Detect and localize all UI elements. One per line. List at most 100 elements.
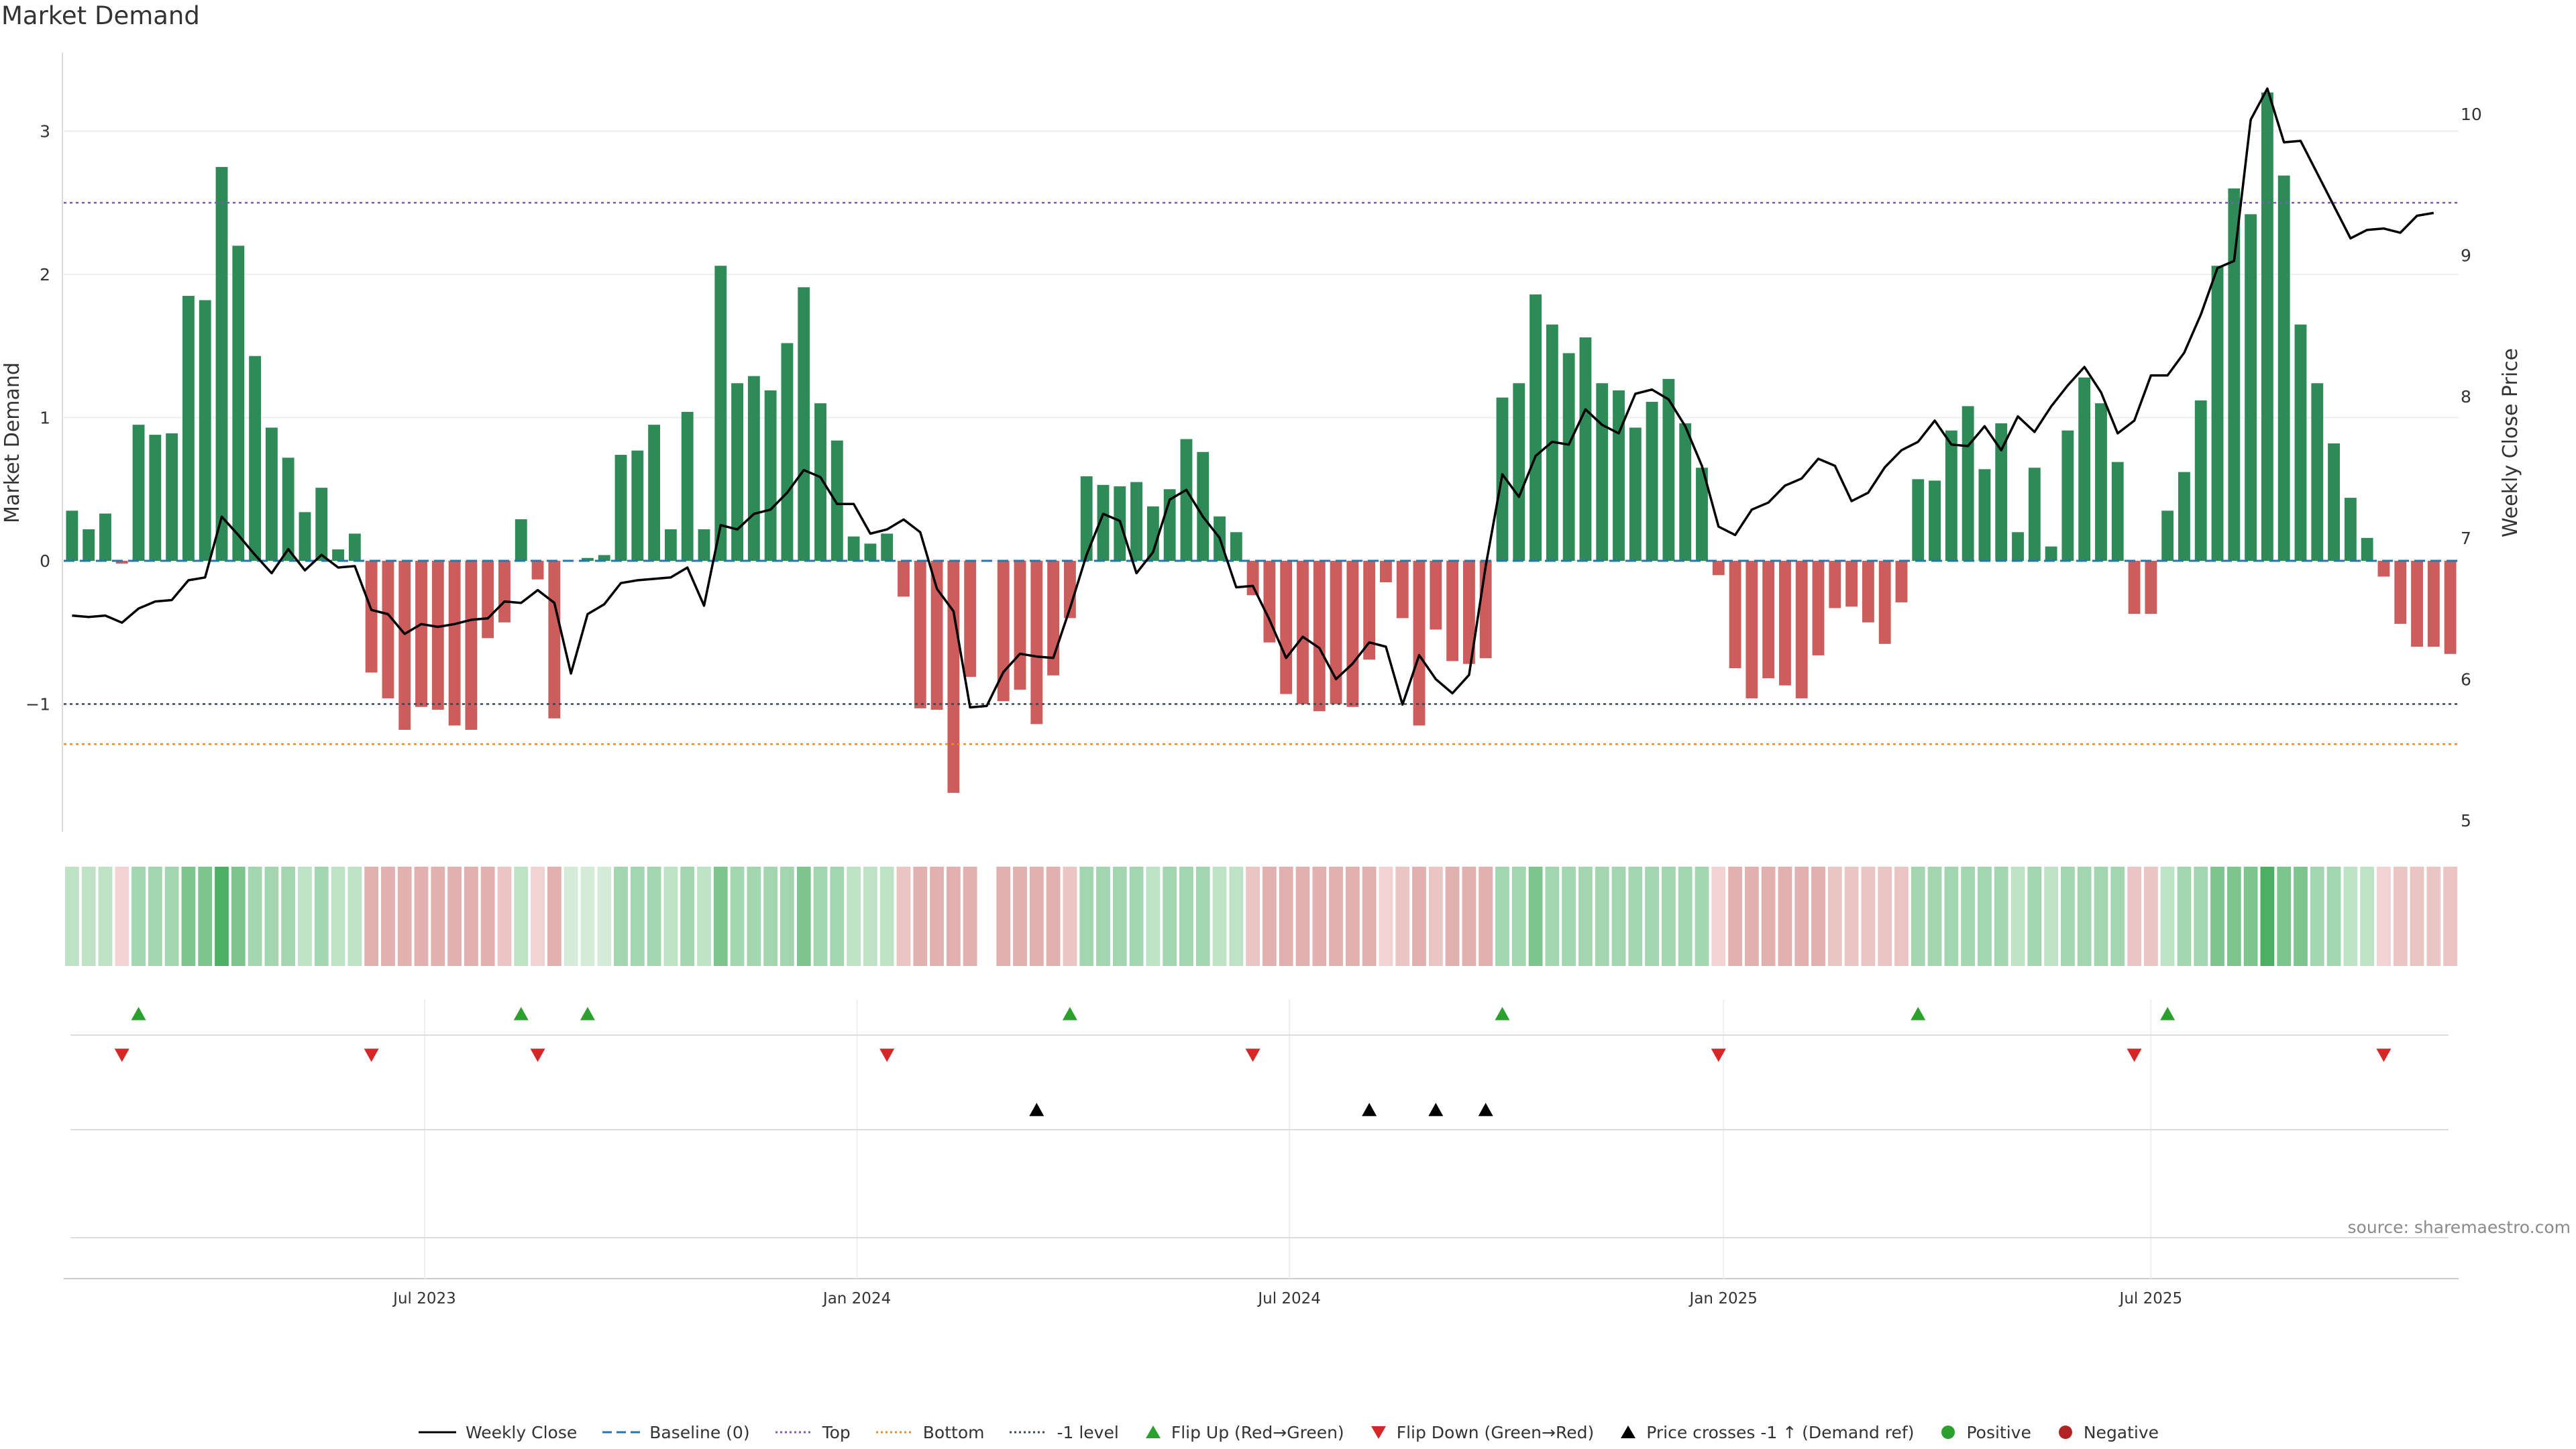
y-left-tick-label: 1 xyxy=(40,409,50,428)
legend-swatch xyxy=(1941,1426,1955,1439)
intensity-cell xyxy=(680,867,695,966)
demand-bar xyxy=(1446,561,1459,661)
demand-bar xyxy=(2427,561,2440,647)
demand-bar xyxy=(249,356,262,561)
intensity-cell xyxy=(531,867,545,966)
flip-up-marker xyxy=(513,1007,529,1020)
intensity-cell xyxy=(2443,867,2457,966)
y-left-tick-label: −1 xyxy=(25,695,50,714)
intensity-cell xyxy=(331,867,345,966)
intensity-cell xyxy=(597,867,612,966)
legend-label: Weekly Close xyxy=(465,1422,578,1442)
intensity-cell xyxy=(1445,867,1460,966)
y-left-tick-label: 3 xyxy=(40,122,50,142)
demand-bar xyxy=(1180,439,1193,561)
demand-bar xyxy=(714,266,727,561)
demand-bar xyxy=(1413,561,1426,726)
intensity-cell xyxy=(1861,867,1876,966)
intensity-cell xyxy=(215,867,229,966)
demand-bar xyxy=(2012,532,2024,561)
intensity-cell xyxy=(1678,867,1693,966)
intensity-cell xyxy=(996,867,1011,966)
demand-bar xyxy=(2061,430,2074,561)
demand-bar xyxy=(2211,266,2224,561)
intensity-cell xyxy=(2127,867,2141,966)
demand-bar xyxy=(997,561,1010,702)
intensity-cell xyxy=(830,867,845,966)
demand-bar xyxy=(1363,561,1376,660)
demand-bar xyxy=(2411,561,2423,647)
legend-swatch xyxy=(1371,1426,1386,1439)
demand-bar xyxy=(1014,561,1026,690)
demand-bar xyxy=(1330,561,1342,704)
flip-down-marker xyxy=(114,1049,129,1062)
demand-bar xyxy=(681,411,694,561)
demand-bar xyxy=(382,561,394,698)
price-cross-marker xyxy=(1362,1103,1377,1116)
intensity-cell xyxy=(913,867,928,966)
y-right-tick-label: 5 xyxy=(2461,811,2471,830)
legend-swatch-mark xyxy=(1621,1426,1636,1438)
demand-bar xyxy=(2294,324,2307,561)
intensity-cell xyxy=(414,867,429,966)
demand-bar xyxy=(2145,561,2157,614)
intensity-cell xyxy=(1146,867,1161,966)
intensity-cell xyxy=(248,867,262,966)
intensity-cell xyxy=(1811,867,1825,966)
demand-bar xyxy=(1629,427,1642,561)
flip-down-marker xyxy=(1245,1049,1260,1062)
intensity-cell xyxy=(547,867,561,966)
y-left-tick-label: 2 xyxy=(40,265,50,284)
demand-bar xyxy=(1430,561,1442,630)
demand-bar xyxy=(182,296,195,561)
flip-down-marker xyxy=(1711,1049,1726,1062)
demand-bar xyxy=(1746,561,1758,698)
intensity-cell xyxy=(1096,867,1110,966)
legend-swatch xyxy=(2058,1426,2072,1439)
demand-bar xyxy=(964,561,977,677)
demand-bar xyxy=(847,536,860,561)
intensity-cell xyxy=(1961,867,1976,966)
demand-bar xyxy=(199,300,211,561)
legend-item: Price crosses -1 ↑ (Demand ref) xyxy=(1618,1422,1914,1442)
intensity-cell xyxy=(1695,867,1709,966)
intensity-cell xyxy=(2377,867,2391,966)
intensity-cell xyxy=(1495,867,1509,966)
demand-bar xyxy=(1613,390,1625,561)
flip-up-marker xyxy=(1911,1007,1926,1020)
flip-down-marker xyxy=(530,1049,545,1062)
x-tick-label: Jul 2024 xyxy=(1256,1290,1321,1307)
intensity-cell xyxy=(1927,867,1942,966)
legend-item: Bottom xyxy=(875,1422,984,1442)
demand-bar xyxy=(548,561,561,718)
intensity-cell xyxy=(2410,867,2424,966)
legend-swatch xyxy=(602,1431,641,1434)
intensity-cell xyxy=(1279,867,1293,966)
intensity-cell xyxy=(1229,867,1244,966)
intensity-cell xyxy=(81,867,96,966)
demand-bar xyxy=(2261,92,2273,561)
intensity-cell xyxy=(1479,867,1493,966)
intensity-cell xyxy=(1595,867,1609,966)
intensity-cell xyxy=(1428,867,1443,966)
intensity-cell xyxy=(1345,867,1360,966)
intensity-cell xyxy=(464,867,478,966)
intensity-cell xyxy=(1511,867,1526,966)
flip-up-marker xyxy=(2160,1007,2176,1020)
legend-swatch xyxy=(1621,1426,1636,1438)
demand-bar xyxy=(1146,506,1159,561)
intensity-cell xyxy=(1645,867,1659,966)
intensity-cell xyxy=(930,867,944,966)
intensity-cell xyxy=(780,867,794,966)
intensity-cell xyxy=(2310,867,2324,966)
demand-bar xyxy=(166,433,178,561)
demand-bar xyxy=(149,435,162,561)
demand-bar xyxy=(1263,561,1276,643)
intensity-cell xyxy=(2177,867,2192,966)
intensity-cell xyxy=(264,867,279,966)
intensity-cell xyxy=(1246,867,1260,966)
intensity-cell xyxy=(630,867,645,966)
demand-bar xyxy=(664,529,677,561)
demand-bar xyxy=(1696,468,1708,561)
demand-bar xyxy=(1712,561,1725,576)
